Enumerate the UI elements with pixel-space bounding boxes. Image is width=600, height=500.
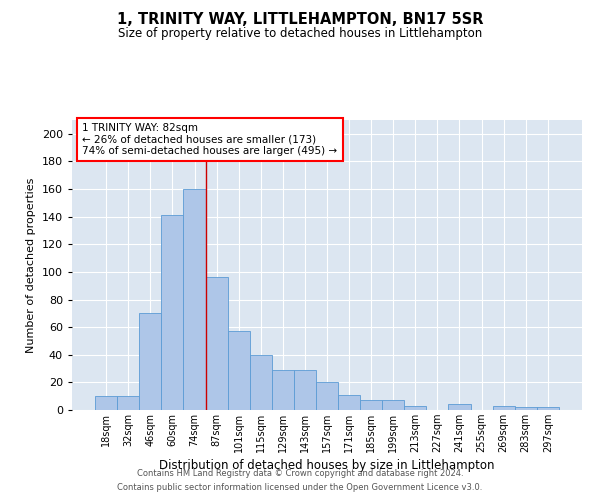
Bar — [250, 355, 272, 410]
Bar — [382, 400, 404, 410]
Text: Contains public sector information licensed under the Open Government Licence v3: Contains public sector information licen… — [118, 484, 482, 492]
Bar — [515, 407, 537, 410]
Bar — [537, 407, 559, 410]
Bar — [448, 404, 470, 410]
Text: 1, TRINITY WAY, LITTLEHAMPTON, BN17 5SR: 1, TRINITY WAY, LITTLEHAMPTON, BN17 5SR — [117, 12, 483, 28]
X-axis label: Distribution of detached houses by size in Littlehampton: Distribution of detached houses by size … — [159, 459, 495, 472]
Bar — [139, 314, 161, 410]
Bar — [206, 278, 227, 410]
Y-axis label: Number of detached properties: Number of detached properties — [26, 178, 36, 352]
Bar — [360, 400, 382, 410]
Bar — [117, 396, 139, 410]
Bar — [294, 370, 316, 410]
Bar — [184, 189, 206, 410]
Bar — [272, 370, 294, 410]
Bar — [227, 332, 250, 410]
Bar — [316, 382, 338, 410]
Bar — [404, 406, 427, 410]
Text: 1 TRINITY WAY: 82sqm
← 26% of detached houses are smaller (173)
74% of semi-deta: 1 TRINITY WAY: 82sqm ← 26% of detached h… — [82, 123, 337, 156]
Text: Size of property relative to detached houses in Littlehampton: Size of property relative to detached ho… — [118, 28, 482, 40]
Bar — [338, 395, 360, 410]
Bar — [95, 396, 117, 410]
Bar — [161, 216, 184, 410]
Bar — [493, 406, 515, 410]
Text: Contains HM Land Registry data © Crown copyright and database right 2024.: Contains HM Land Registry data © Crown c… — [137, 468, 463, 477]
